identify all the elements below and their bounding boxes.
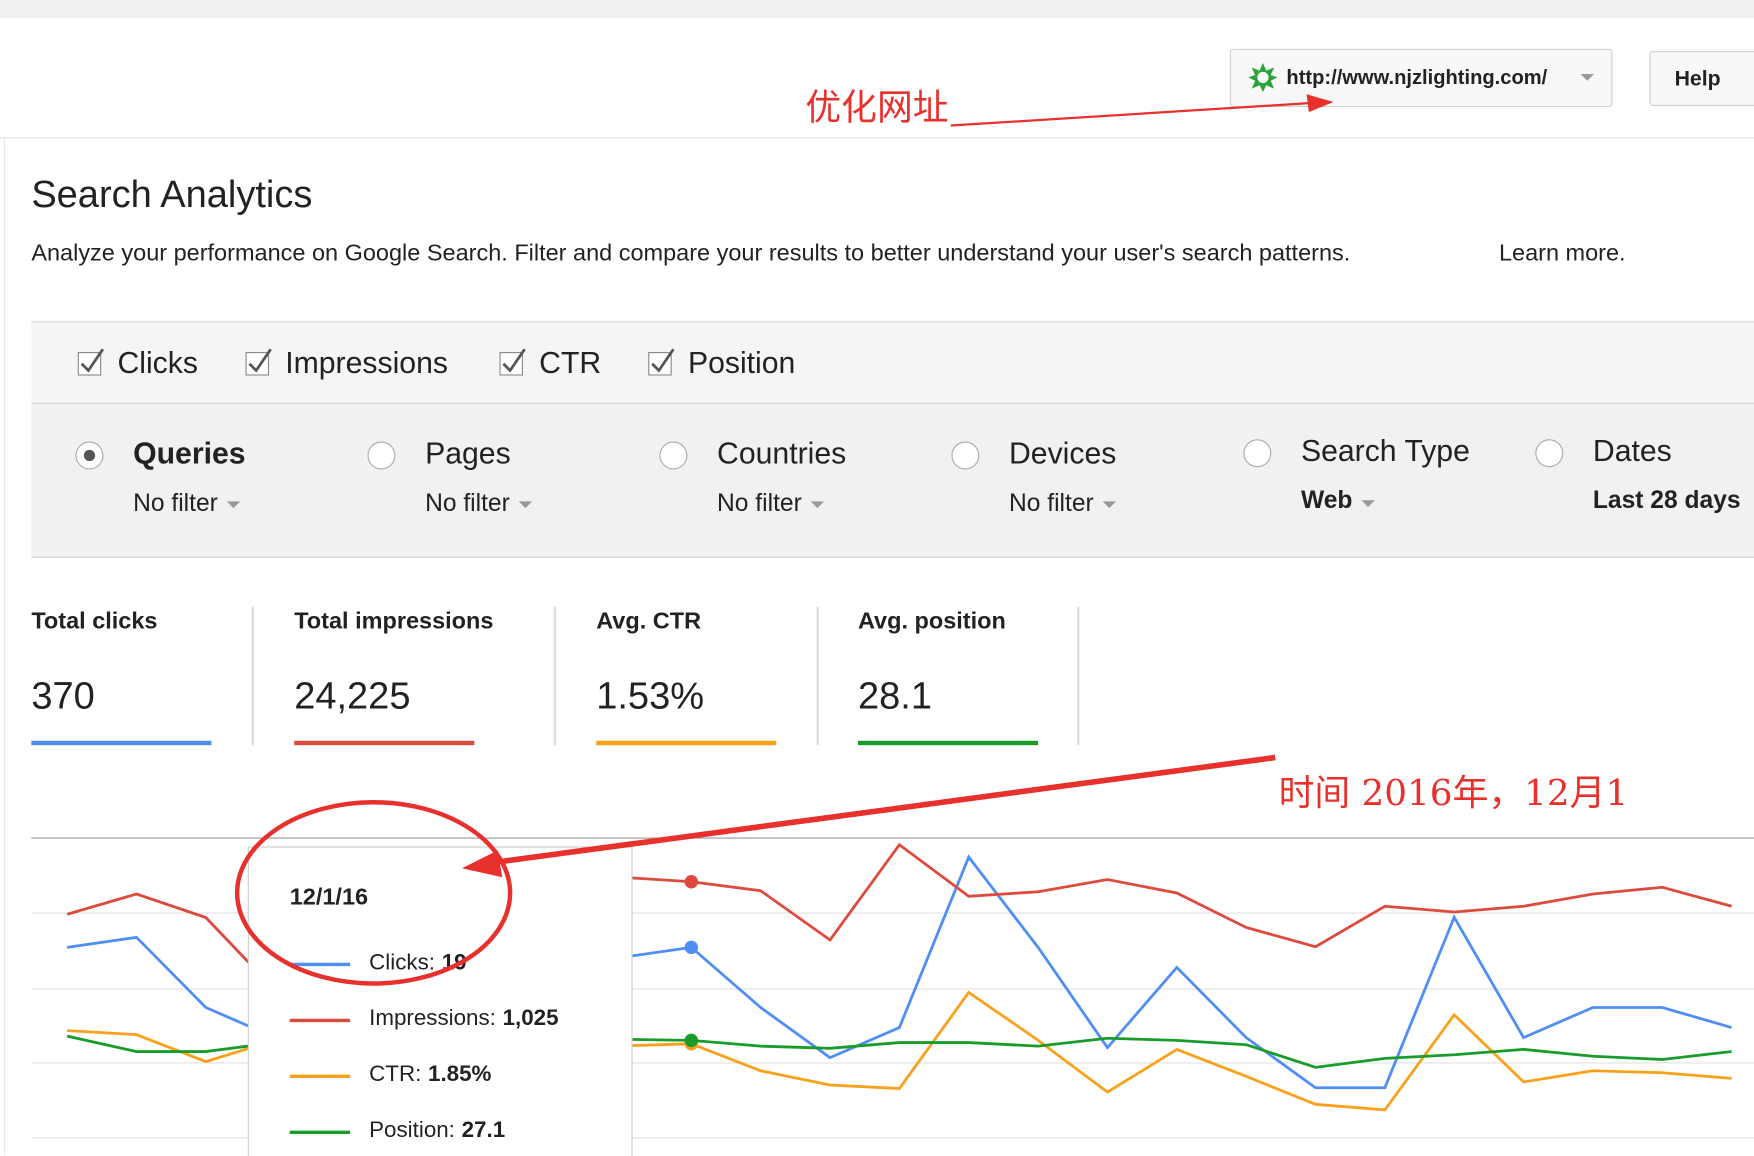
- summary-underline: [31, 740, 212, 746]
- tooltip-box: [247, 846, 633, 1156]
- checkbox[interactable]: [245, 352, 270, 376]
- tooltip-value: 27.1: [462, 1117, 506, 1142]
- annotation-arrow: [491, 754, 1276, 866]
- summary-label: Total impressions: [294, 607, 493, 633]
- metric-label: Position: [688, 347, 795, 380]
- dropdown-arrow: [226, 501, 241, 509]
- filter-value[interactable]: Web: [1301, 487, 1352, 514]
- filter-option[interactable]: Pages No filter: [367, 437, 533, 517]
- filter-value[interactable]: No filter: [133, 490, 218, 517]
- summary-value: 1.53%: [596, 675, 704, 717]
- summary-underline: [294, 740, 475, 746]
- site-icon-center: [1257, 71, 1269, 84]
- check-mark: [502, 348, 526, 373]
- help-button[interactable]: [1649, 51, 1754, 106]
- summary-underline: [857, 740, 1039, 746]
- site-selector[interactable]: http://www.njzlighting.com/: [1229, 48, 1613, 108]
- metric-label: Impressions: [285, 347, 448, 380]
- filter-label: Devices: [1009, 437, 1116, 470]
- checkbox[interactable]: [77, 352, 102, 376]
- summary-label: Avg. CTR: [596, 607, 701, 633]
- filter-label: Search Type: [1301, 435, 1470, 468]
- radio[interactable]: [659, 441, 688, 470]
- hover-point: [684, 875, 699, 889]
- tooltip-label: Position:: [369, 1117, 455, 1142]
- filter-label: Queries: [133, 437, 245, 470]
- page-title: Search Analytics: [31, 174, 312, 216]
- page-description: Analyze your performance on Google Searc…: [31, 239, 1350, 265]
- site-button[interactable]: [1229, 48, 1613, 108]
- tooltip-date: 12/1/16: [290, 884, 368, 910]
- radio-dot: [83, 449, 96, 462]
- summary-value: 24,225: [294, 675, 410, 717]
- summary-label: Avg. position: [858, 607, 1006, 633]
- hover-point: [684, 1033, 699, 1048]
- dropdown-arrow: [1580, 74, 1595, 81]
- filter-value[interactable]: No filter: [425, 490, 510, 517]
- annotation-date: 时间 2016年，12月1: [1279, 773, 1629, 814]
- filters-bar: [31, 402, 1754, 558]
- metric-checkbox[interactable]: Impressions: [245, 347, 448, 380]
- tooltip-label: Clicks:: [369, 949, 435, 974]
- filter-label: Pages: [425, 437, 511, 470]
- radio[interactable]: [1535, 439, 1564, 468]
- filter-option[interactable]: Search Type Web: [1243, 435, 1470, 514]
- summary-value: 28.1: [858, 675, 932, 717]
- filter-label: Countries: [717, 437, 846, 470]
- metric-checkbox[interactable]: Position: [648, 347, 796, 380]
- metric-label: CTR: [539, 347, 601, 380]
- check-mark: [248, 348, 272, 373]
- radio[interactable]: [367, 441, 396, 470]
- dropdown-arrow: [1361, 500, 1375, 507]
- summary-label: Total clicks: [31, 607, 157, 633]
- filter-option[interactable]: Queries No filter: [75, 437, 246, 517]
- filter-option[interactable]: Countries No filter: [659, 437, 846, 517]
- summary-underline: [596, 740, 777, 746]
- top-bar: [0, 0, 1754, 19]
- checkbox[interactable]: [648, 352, 672, 376]
- annotation-arrow: [950, 102, 1309, 127]
- hover-point: [684, 940, 699, 955]
- radio[interactable]: [951, 441, 980, 470]
- metric-checkbox[interactable]: Clicks: [77, 347, 198, 380]
- tooltip-value: 1,025: [503, 1005, 559, 1030]
- metric-checkbox[interactable]: CTR: [499, 347, 601, 380]
- learn-more-link[interactable]: Learn more.: [1499, 239, 1626, 265]
- dropdown-arrow: [1102, 501, 1117, 509]
- dropdown-arrow: [810, 501, 825, 509]
- radio[interactable]: [1243, 439, 1272, 468]
- site-url: http://www.njzlighting.com/: [1286, 67, 1547, 89]
- tooltip-value: 1.85%: [428, 1061, 492, 1086]
- filter-value[interactable]: Last 28 days: [1593, 487, 1741, 514]
- annotation-arrowhead: [1306, 94, 1334, 113]
- filter-option[interactable]: Dates Last 28 days: [1535, 435, 1741, 514]
- checkbox[interactable]: [499, 352, 523, 376]
- annotation-circle: [234, 800, 513, 986]
- check-mark: [80, 348, 105, 373]
- summary-value: 370: [31, 675, 94, 717]
- tooltip-label: Impressions:: [369, 1005, 496, 1030]
- filter-option[interactable]: Devices No filter: [951, 437, 1117, 517]
- help-label: Help: [1675, 66, 1721, 90]
- filter-value[interactable]: No filter: [1009, 490, 1094, 517]
- annotation-url: 优化网址: [805, 87, 948, 128]
- metric-label: Clicks: [117, 347, 198, 380]
- metrics-bar: [31, 321, 1754, 403]
- filter-value[interactable]: No filter: [717, 490, 802, 517]
- tooltip-label: CTR:: [369, 1061, 421, 1086]
- check-mark: [651, 348, 675, 373]
- filter-label: Dates: [1593, 435, 1672, 468]
- dropdown-arrow: [518, 501, 533, 509]
